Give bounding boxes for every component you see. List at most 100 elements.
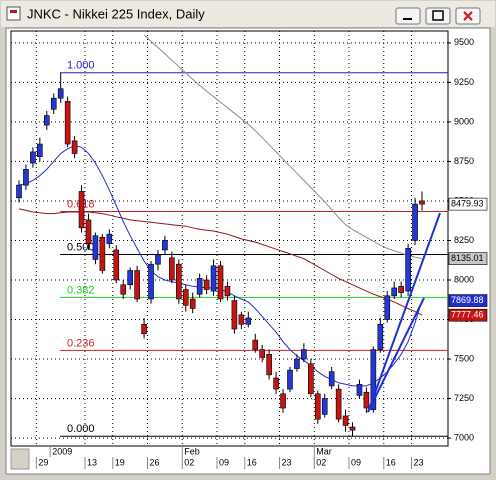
candle-body [113,249,120,281]
x-tick-label: 23 [414,457,424,467]
candle-body [162,240,168,251]
candle-body [16,184,22,199]
candle-body [301,349,307,360]
y-tick-label: 8750 [454,156,474,166]
candle-body [217,265,224,300]
axis-corner [10,448,30,470]
x-tick-label: 09 [219,457,229,467]
close-icon [463,11,473,21]
trend-line [367,212,441,413]
candle-body [287,369,293,390]
candle-body [43,115,50,126]
candle-body [169,257,175,281]
candle-body [210,265,217,292]
y-tick-label: 7000 [454,432,474,442]
candle-body [335,388,342,420]
candle-body [78,191,85,229]
candle-body [71,140,78,154]
candle-body [203,279,210,290]
candle-body [30,151,36,164]
candle-body [148,263,154,300]
maximize-icon [432,10,444,21]
candle-body [273,377,279,390]
candle-body [23,169,29,186]
y-tick-label: 8000 [454,274,474,284]
candle-body [92,235,99,260]
minimize-button[interactable] [395,7,421,25]
candle-body [182,289,189,306]
candle-body [176,263,182,300]
candle-body [155,254,161,265]
x-tick-label: 02 [184,457,194,467]
candle-body [224,286,231,297]
fib-label: 1.000 [67,60,95,72]
candle-body [363,391,370,409]
price-label: 8135.01 [451,253,484,263]
candle-body [231,300,238,330]
candle-body [342,415,349,426]
candle-body [106,233,113,244]
candle-body [134,270,140,300]
price-label-box [448,252,488,265]
candle-body [419,200,425,205]
candle-body [238,314,245,325]
fib-label: 0.500 [67,241,95,253]
candle-body [405,248,411,292]
price-label-box [448,294,488,307]
candle-body [328,371,335,387]
fib-label: 0.236 [67,337,95,349]
candle-body [189,298,196,309]
candle-body [398,286,404,293]
candle-body [266,354,272,376]
candle-body [308,363,314,395]
x-tick-label: 19 [115,457,125,467]
period-label: Feb [184,446,200,456]
candle-body [294,358,300,369]
price-label: 7777.46 [451,310,484,320]
candle-body [141,323,147,335]
period-label: Mar [316,446,332,456]
candle-body [377,323,384,350]
maximize-button[interactable] [425,7,451,25]
price-label-box [448,308,488,322]
price-label: 8479.93 [451,199,484,209]
fib-label: 0.000 [67,423,95,435]
moving-average [18,208,423,316]
fib-label: 0.382 [67,284,95,296]
price-label: 7869.88 [451,295,484,305]
x-tick-label: 16 [386,457,396,467]
candle-body [356,384,363,396]
period-label: 2009 [52,446,72,456]
x-tick-label: 23 [282,457,292,467]
y-tick-label: 9000 [454,116,474,126]
candle-body [127,270,133,286]
candle-body [280,393,286,409]
x-tick-label: 16 [247,457,257,467]
x-tick-label: 29 [38,457,48,467]
candle-body [314,393,321,420]
y-tick-label: 8250 [454,235,474,245]
candle-body [391,287,398,297]
candle-body [99,237,106,271]
x-tick-label: 26 [150,457,160,467]
candle-body [64,101,71,145]
candle-body [196,278,203,295]
candle-body [252,339,259,350]
candle-body [384,295,391,320]
candle-body [370,349,377,410]
candle-body [85,219,92,244]
candle-body [120,284,127,295]
x-tick-label: 09 [351,457,361,467]
price-label-box [448,197,488,211]
x-tick-label: 02 [316,457,326,467]
moving-average [143,34,423,260]
candle-body [57,88,64,99]
y-tick-label: 7250 [454,393,474,403]
y-tick-label: 9250 [454,77,474,87]
candle-body [50,97,57,110]
window-icon-mark [10,10,17,13]
window-title: JNKC - Nikkei 225 Index, Daily [27,6,205,21]
